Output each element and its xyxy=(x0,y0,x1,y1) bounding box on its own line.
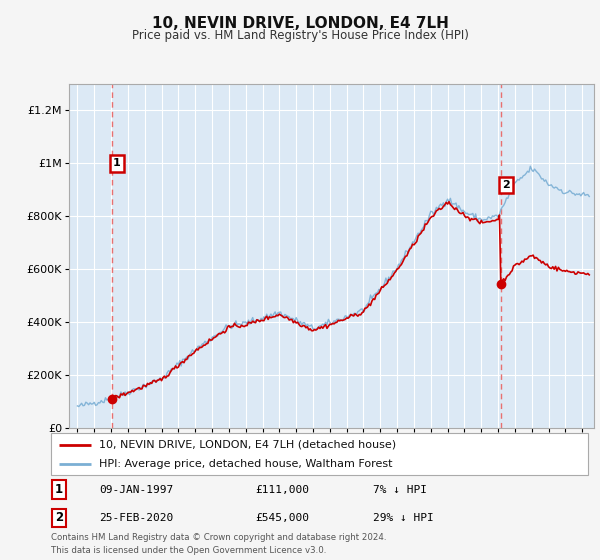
Text: Contains HM Land Registry data © Crown copyright and database right 2024.
This d: Contains HM Land Registry data © Crown c… xyxy=(51,533,386,554)
Text: 09-JAN-1997: 09-JAN-1997 xyxy=(100,484,173,494)
Text: £111,000: £111,000 xyxy=(255,484,309,494)
Text: 10, NEVIN DRIVE, LONDON, E4 7LH (detached house): 10, NEVIN DRIVE, LONDON, E4 7LH (detache… xyxy=(100,440,397,450)
Text: 10, NEVIN DRIVE, LONDON, E4 7LH: 10, NEVIN DRIVE, LONDON, E4 7LH xyxy=(152,16,448,31)
Text: 1: 1 xyxy=(55,483,63,496)
Text: 7% ↓ HPI: 7% ↓ HPI xyxy=(373,484,427,494)
Text: 2: 2 xyxy=(502,180,509,190)
Text: HPI: Average price, detached house, Waltham Forest: HPI: Average price, detached house, Walt… xyxy=(100,459,393,469)
Text: 25-FEB-2020: 25-FEB-2020 xyxy=(100,513,173,523)
Text: 2: 2 xyxy=(55,511,63,524)
Text: £545,000: £545,000 xyxy=(255,513,309,523)
Text: 1: 1 xyxy=(113,158,121,169)
Text: 29% ↓ HPI: 29% ↓ HPI xyxy=(373,513,434,523)
FancyBboxPatch shape xyxy=(51,433,588,475)
Text: Price paid vs. HM Land Registry's House Price Index (HPI): Price paid vs. HM Land Registry's House … xyxy=(131,29,469,42)
